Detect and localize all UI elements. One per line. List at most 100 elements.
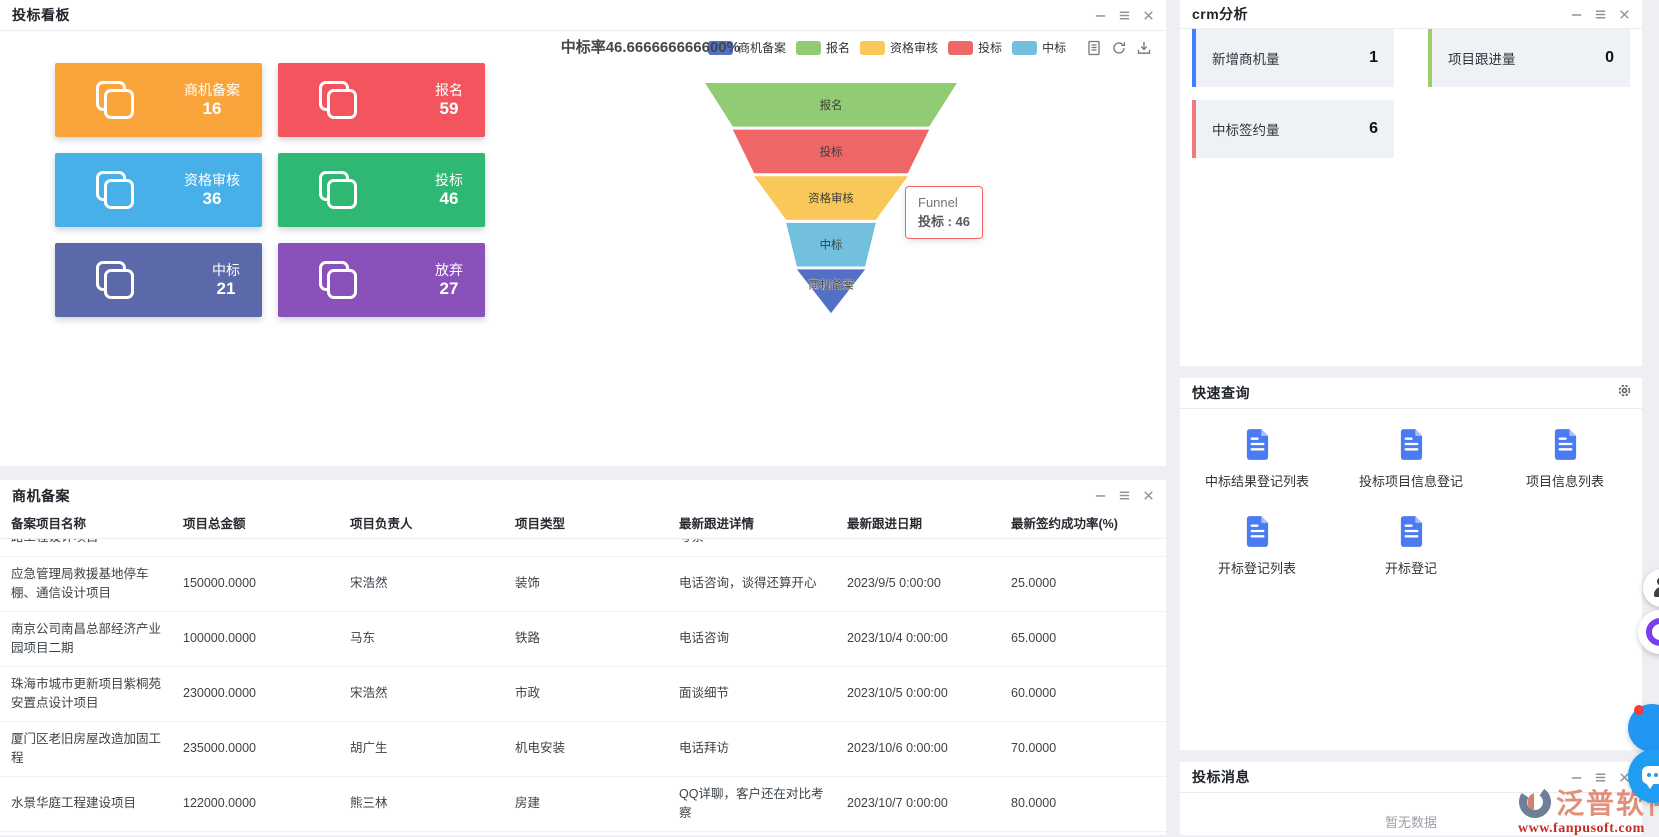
stat-value: 16 — [202, 99, 222, 118]
cell-type: 机电安装 — [515, 741, 566, 756]
table-row[interactable]: 厦门区老旧房屋改造加固工程 235000.0000 胡广生 机电安装 电话拜访 … — [0, 722, 1166, 777]
close-icon[interactable] — [1141, 8, 1156, 23]
funnel-label: 报名 — [820, 98, 843, 112]
stat-label: 报名 — [435, 82, 463, 98]
legend-swatch — [1012, 40, 1038, 55]
stat-value: 46 — [439, 189, 459, 208]
tooltip-series-name: Funnel — [918, 195, 958, 210]
quick-item-bid-project-register[interactable]: 投标项目信息登记 — [1334, 429, 1488, 490]
cell-success-rate: 70.0000 — [1011, 741, 1057, 756]
quick-query-panel: 快速查询 中标结果登记列表 投标项目信息登记 项目信息列表 开标登记列表 开标登… — [1180, 378, 1642, 750]
legend-label: 资格审核 — [890, 41, 939, 55]
stat-card-abandon[interactable]: 放弃 27 — [278, 243, 485, 317]
legend-item[interactable]: 投标 — [948, 39, 1002, 56]
crm-stat-new-opportunities[interactable]: 新增商机量 1 — [1192, 29, 1394, 87]
cell-owner: 马东 — [350, 631, 376, 646]
quick-item-project-info-list[interactable]: 项目信息列表 — [1488, 429, 1642, 490]
table-row[interactable]: 水景华庭工程建设项目 122000.0000 熊三林 房建 QQ详聊，客户还在对… — [0, 777, 1166, 832]
layers-icon — [318, 80, 358, 120]
bid-dashboard-panel: 投标看板 商机备案 16 报名 59 资格审核 36 投标 46 — [0, 0, 1166, 466]
assistant-button[interactable] — [1638, 610, 1659, 654]
legend-label: 商机备案 — [738, 41, 787, 55]
cell-amount: 122000.0000 — [183, 796, 256, 811]
stat-card-signup[interactable]: 报名 59 — [278, 63, 485, 137]
bid-messages-title: 投标消息 — [1192, 769, 1250, 785]
cell-success-rate: 65.0000 — [1011, 631, 1057, 646]
table-row-clipped[interactable]: 路工程设计项目 考察 — [0, 539, 1166, 557]
funnel-segment-toubiao[interactable] — [732, 129, 930, 174]
close-icon[interactable] — [1617, 7, 1632, 22]
cell-success-rate: 25.0000 — [1011, 576, 1057, 591]
legend-swatch — [708, 40, 733, 55]
cell-project-name: 应急管理局救援基地停车棚、通信设计项目 — [11, 566, 149, 600]
quick-query-header: 快速查询 — [1180, 378, 1642, 409]
bid-messages-header: 投标消息 — [1180, 762, 1642, 793]
stat-card-business-record[interactable]: 商机备案 16 — [55, 63, 262, 137]
crm-analysis-panel: crm分析 新增商机量 1 项目跟进量 0 中标签约量 6 — [1180, 0, 1642, 366]
cell-owner: 宋浩然 — [350, 686, 388, 701]
cell-type: 铁路 — [515, 631, 541, 646]
business-record-header: 商机备案 — [0, 480, 1166, 511]
quick-item-win-result-list[interactable]: 中标结果登记列表 — [1180, 429, 1334, 490]
crm-analysis-title: crm分析 — [1192, 6, 1249, 22]
column-header: 项目类型 — [515, 516, 566, 531]
settings-control — [1617, 383, 1632, 403]
funnel-chart: 报名 投标 资格审核 中标 商机备案 — [705, 83, 957, 314]
bid-messages-panel: 投标消息 暂无数据 — [1180, 762, 1642, 835]
menu-icon[interactable] — [1593, 7, 1608, 22]
funnel-segment-zhongbiao[interactable] — [786, 222, 876, 267]
notification-button[interactable] — [1628, 704, 1659, 752]
legend-swatch — [860, 40, 886, 55]
tooltip-value: 投标 : 46 — [918, 214, 971, 229]
document-icon — [1398, 516, 1425, 547]
funnel-segment-shangjibeian[interactable] — [796, 269, 866, 314]
cell-follow-date: 2023/10/5 0:00:00 — [847, 686, 948, 701]
close-icon[interactable] — [1141, 488, 1156, 503]
customer-service-button[interactable] — [1643, 569, 1659, 607]
quick-item-label: 开标登记列表 — [1217, 561, 1296, 576]
brand-url: www.fanpusoft.com — [1518, 821, 1645, 836]
menu-icon[interactable] — [1117, 488, 1132, 503]
table-row[interactable]: 应急管理局救援基地停车棚、通信设计项目 150000.0000 宋浩然 装饰 电… — [0, 557, 1166, 612]
download-icon[interactable] — [1136, 40, 1152, 56]
document-icon — [1552, 429, 1579, 460]
table-row[interactable]: 珠海市城市更新项目紫桐苑安置点设计项目 230000.0000 宋浩然 市政 面… — [0, 667, 1166, 722]
gear-icon[interactable] — [1617, 383, 1632, 398]
cell-success-rate: 60.0000 — [1011, 686, 1057, 701]
stat-card-qualification[interactable]: 资格审核 36 — [55, 153, 262, 227]
quick-item-label: 开标登记 — [1384, 561, 1437, 576]
cell-follow-detail: 考察 — [679, 539, 847, 548]
legend-item[interactable]: 商机备案 — [708, 39, 786, 56]
column-header: 项目负责人 — [350, 516, 413, 531]
stat-label: 投标 — [435, 172, 463, 188]
data-view-icon[interactable] — [1086, 40, 1102, 56]
legend-item[interactable]: 报名 — [796, 39, 850, 56]
quick-query-title: 快速查询 — [1192, 385, 1250, 401]
quick-item-open-bid-register[interactable]: 开标登记 — [1334, 516, 1488, 577]
funnel-segment-zigeshenhe[interactable] — [754, 176, 908, 220]
document-icon — [1244, 429, 1271, 460]
menu-icon[interactable] — [1117, 8, 1132, 23]
legend-item[interactable]: 资格审核 — [860, 39, 938, 56]
crm-stats-grid: 新增商机量 1 项目跟进量 0 中标签约量 6 — [1180, 29, 1642, 158]
quick-item-open-bid-list[interactable]: 开标登记列表 — [1180, 516, 1334, 577]
stat-card-bidding[interactable]: 投标 46 — [278, 153, 485, 227]
crm-stat-win-contracts[interactable]: 中标签约量 6 — [1192, 100, 1394, 158]
minimize-icon[interactable] — [1093, 8, 1108, 23]
stat-card-win[interactable]: 中标 21 — [55, 243, 262, 317]
legend-item[interactable]: 中标 — [1012, 39, 1066, 56]
layers-icon — [318, 170, 358, 210]
business-record-panel: 商机备案 备案项目名称 项目总金额 项目负责人 项目类型 最新跟进详情 最新跟进… — [0, 480, 1166, 835]
cell-follow-date: 2023/10/6 0:00:00 — [847, 741, 948, 756]
crm-stat-project-followups[interactable]: 项目跟进量 0 — [1428, 29, 1630, 87]
minimize-icon[interactable] — [1093, 488, 1108, 503]
funnel-segment-baoming[interactable] — [705, 83, 957, 127]
table-row[interactable]: 南京公司南昌总部经济产业园项目二期 100000.0000 马东 铁路 电话咨询… — [0, 612, 1166, 667]
funnel-label: 商机备案 — [808, 277, 854, 291]
cell-amount: 235000.0000 — [183, 741, 256, 756]
minimize-icon[interactable] — [1569, 7, 1584, 22]
column-header: 项目总金额 — [183, 516, 246, 531]
refresh-icon[interactable] — [1111, 40, 1127, 56]
cell-follow-detail: 电话拜访 — [679, 741, 730, 756]
quick-item-label: 投标项目信息登记 — [1358, 474, 1463, 489]
